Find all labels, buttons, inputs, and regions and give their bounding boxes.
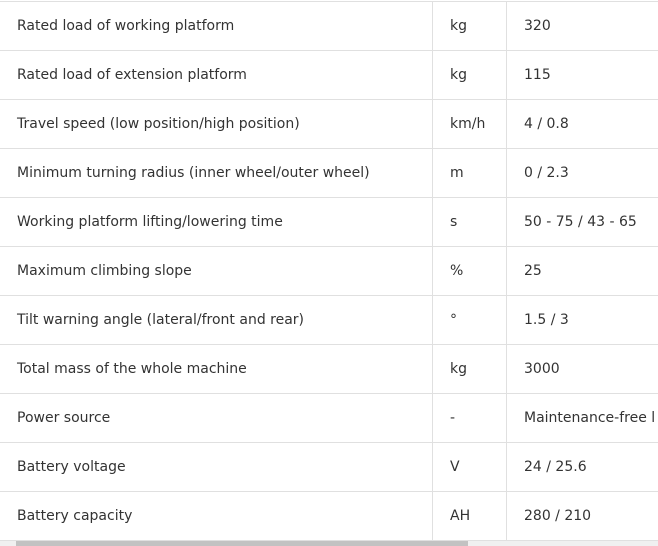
value-cell: 3000 (506, 344, 658, 394)
table-row: Power source - Maintenance-free l (0, 393, 658, 443)
table-row: Working platform lifting/lowering time s 5… (0, 197, 658, 247)
parameter-cell: Battery capacity (0, 491, 433, 541)
unit-cell: kg (432, 1, 507, 51)
unit-cell: km/h (432, 99, 507, 149)
table-row: Rated load of extension platform kg 115 (0, 50, 658, 100)
parameter-cell: Minimum turning radius (inner wheel/oute… (0, 148, 433, 198)
value-cell: 24 / 25.6 (506, 442, 658, 492)
unit-cell: kg (432, 344, 507, 394)
table-row: Battery capacity AH 280 / 210 (0, 491, 658, 541)
table-row: Maximum climbing slope% 25 (0, 246, 658, 296)
table-row: Travel speed (low position/high position… (0, 99, 658, 149)
parameter-cell: Maximum climbing slope (0, 246, 433, 296)
unit-cell: m (432, 148, 507, 198)
horizontal-scrollbar[interactable] (0, 541, 658, 546)
value-cell: 4 / 0.8 (506, 99, 658, 149)
parameter-cell: Power source (0, 393, 433, 443)
unit-cell: s (432, 197, 507, 247)
value-cell: 50 - 75 / 43 - 65 (506, 197, 658, 247)
value-cell: 320 (506, 1, 658, 51)
parameter-cell: Battery voltage (0, 442, 433, 492)
unit-cell: V (432, 442, 507, 492)
parameter-cell: Total mass of the whole machine (0, 344, 433, 394)
value-cell: 25 (506, 246, 658, 296)
unit-cell: - (432, 393, 507, 443)
value-cell: 0 / 2.3 (506, 148, 658, 198)
parameter-cell: Tilt warning angle (lateral/front and re… (0, 295, 433, 345)
table-row: Battery voltage V 24 / 25.6 (0, 442, 658, 492)
table-row: Rated load of working platform kg 320 (0, 1, 658, 51)
unit-cell: % (432, 246, 507, 296)
parameter-cell: Working platform lifting/lowering time (0, 197, 433, 247)
table-row: Tilt warning angle (lateral/front and re… (0, 295, 658, 345)
table-row: Minimum turning radius (inner wheel/oute… (0, 148, 658, 198)
value-cell: 280 / 210 (506, 491, 658, 541)
scrollbar-thumb[interactable] (16, 541, 468, 546)
parameter-cell: Travel speed (low position/high position… (0, 99, 433, 149)
unit-cell: kg (432, 50, 507, 100)
value-cell: 115 (506, 50, 658, 100)
parameter-cell: Rated load of extension platform (0, 50, 433, 100)
unit-cell: ° (432, 295, 507, 345)
value-cell: Maintenance-free l (506, 393, 658, 443)
table-row: Total mass of the whole machine kg 3000 (0, 344, 658, 394)
unit-cell: AH (432, 491, 507, 541)
parameter-cell: Rated load of working platform (0, 1, 433, 51)
value-cell: 1.5 / 3 (506, 295, 658, 345)
